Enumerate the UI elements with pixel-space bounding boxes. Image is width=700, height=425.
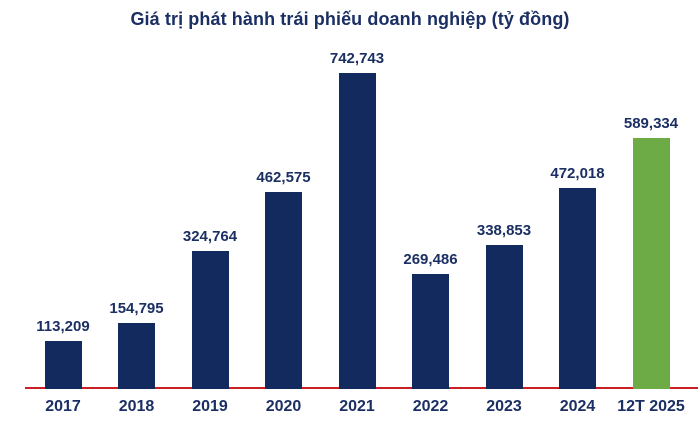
- bar-value-label: 589,334: [623, 115, 679, 133]
- bar-value-label: 338,853: [476, 221, 532, 239]
- bar-column: 462,575: [247, 169, 321, 389]
- x-axis-label: 2019: [192, 398, 228, 415]
- bar-column: 113,209: [26, 318, 100, 389]
- bar-2023: [485, 244, 523, 389]
- bar-value-label: 742,743: [329, 50, 385, 67]
- bar-column: 589,334: [614, 115, 688, 389]
- bar-value-label: 472,018: [550, 165, 605, 183]
- bar-value-label: 462,575: [256, 169, 311, 187]
- x-axis-label: 2018: [118, 398, 155, 415]
- x-axis-label: 2017: [45, 398, 81, 415]
- x-axis-label: 2020: [265, 398, 302, 415]
- chart-title: Giá trị phát hành trái phiếu doanh nghiệ…: [130, 9, 570, 29]
- bar-value-label: 324,764: [182, 227, 238, 245]
- bar-column: 324,764: [173, 228, 247, 389]
- x-axis-label: 12T 2025: [617, 398, 685, 415]
- x-axis-label: 2024: [559, 398, 596, 415]
- x-axis-label: 2022: [412, 398, 449, 415]
- bar-column: 472,018: [541, 165, 615, 389]
- bar-column: 269,486: [394, 251, 468, 389]
- bar-2019: [191, 250, 229, 389]
- bar-value-label: 154,795: [109, 300, 164, 318]
- bar-2024: [559, 188, 596, 389]
- bar-2020: [265, 192, 302, 389]
- bar-12t-2025: [632, 138, 670, 389]
- bar-column: 742,743: [320, 50, 394, 389]
- bar-2022: [412, 274, 449, 389]
- bar-column: 154,795: [100, 300, 174, 389]
- bar-column: 338,853: [467, 222, 541, 389]
- x-axis-label: 2023: [486, 398, 522, 415]
- bar-2018: [118, 323, 155, 389]
- bar-2021: [338, 73, 376, 389]
- bar-value-label: 269,486: [403, 251, 458, 269]
- bar-value-label: 113,209: [36, 317, 90, 335]
- bar-2017: [44, 340, 82, 389]
- x-axis-label: 2021: [339, 398, 375, 415]
